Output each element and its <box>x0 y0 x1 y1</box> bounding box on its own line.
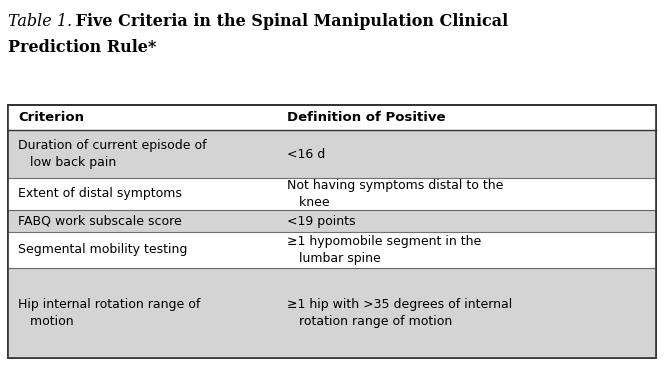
Text: Duration of current episode of
   low back pain: Duration of current episode of low back … <box>18 139 207 169</box>
Text: FABQ work subscale score: FABQ work subscale score <box>18 214 181 228</box>
Text: Table 1.: Table 1. <box>8 13 72 30</box>
Text: Not having symptoms distal to the
   knee: Not having symptoms distal to the knee <box>287 179 504 209</box>
Bar <box>8 105 656 358</box>
Text: Five Criteria in the Spinal Manipulation Clinical: Five Criteria in the Spinal Manipulation… <box>70 13 508 30</box>
Text: ≥1 hypomobile segment in the
   lumbar spine: ≥1 hypomobile segment in the lumbar spin… <box>287 235 481 265</box>
Text: ≥1 hip with >35 degrees of internal
   rotation range of motion: ≥1 hip with >35 degrees of internal rota… <box>287 298 512 328</box>
Text: Extent of distal symptoms: Extent of distal symptoms <box>18 187 182 201</box>
Bar <box>8 268 656 358</box>
Bar <box>8 105 656 130</box>
Bar <box>8 210 656 232</box>
Bar <box>8 130 656 178</box>
Bar <box>8 105 656 358</box>
Text: Segmental mobility testing: Segmental mobility testing <box>18 243 187 257</box>
Text: <16 d: <16 d <box>287 147 325 161</box>
Text: <19 points: <19 points <box>287 214 356 228</box>
Text: Definition of Positive: Definition of Positive <box>287 111 446 124</box>
Text: Prediction Rule*: Prediction Rule* <box>8 39 156 56</box>
Bar <box>8 232 656 268</box>
Text: Hip internal rotation range of
   motion: Hip internal rotation range of motion <box>18 298 200 328</box>
Text: Criterion: Criterion <box>18 111 84 124</box>
Bar <box>8 178 656 210</box>
